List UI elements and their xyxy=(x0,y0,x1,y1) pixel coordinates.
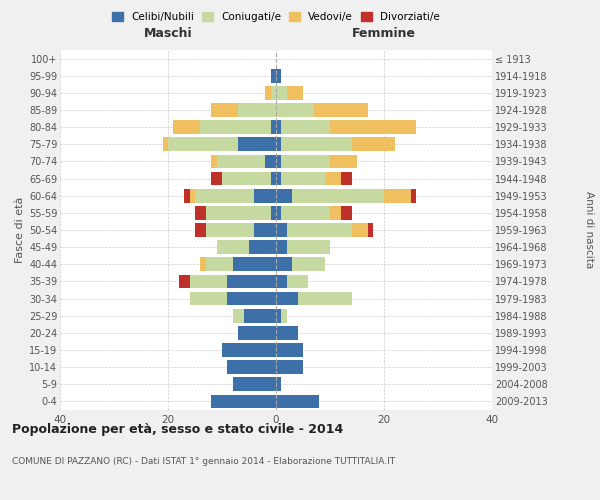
Bar xyxy=(411,189,416,202)
Bar xyxy=(227,292,276,306)
Bar xyxy=(276,360,303,374)
Bar xyxy=(271,69,276,82)
Bar xyxy=(281,120,330,134)
Bar xyxy=(276,258,292,271)
Bar xyxy=(276,86,287,100)
Bar xyxy=(254,223,276,237)
Bar xyxy=(276,206,281,220)
Bar xyxy=(281,172,325,185)
Bar xyxy=(352,138,395,151)
Bar xyxy=(330,154,357,168)
Bar xyxy=(287,223,352,237)
Bar xyxy=(265,86,271,100)
Bar xyxy=(217,154,265,168)
Bar xyxy=(271,86,276,100)
Bar xyxy=(206,206,271,220)
Bar xyxy=(168,138,238,151)
Bar xyxy=(249,240,276,254)
Bar xyxy=(195,223,206,237)
Bar xyxy=(276,274,287,288)
Bar xyxy=(222,343,276,357)
Bar xyxy=(276,138,281,151)
Bar xyxy=(298,292,352,306)
Bar xyxy=(222,172,271,185)
Bar xyxy=(287,240,330,254)
Bar xyxy=(190,274,227,288)
Bar xyxy=(227,274,276,288)
Bar xyxy=(384,189,411,202)
Bar xyxy=(276,172,281,185)
Bar xyxy=(206,258,233,271)
Bar xyxy=(325,172,341,185)
Bar xyxy=(276,120,281,134)
Bar xyxy=(276,103,314,117)
Bar xyxy=(254,189,276,202)
Bar xyxy=(227,360,276,374)
Bar xyxy=(211,172,222,185)
Text: COMUNE DI PAZZANO (RC) - Dati ISTAT 1° gennaio 2014 - Elaborazione TUTTITALIA.IT: COMUNE DI PAZZANO (RC) - Dati ISTAT 1° g… xyxy=(12,458,395,466)
Bar xyxy=(276,378,281,391)
Bar xyxy=(271,206,276,220)
Bar xyxy=(173,120,200,134)
Bar xyxy=(211,103,238,117)
Bar xyxy=(233,258,276,271)
Bar xyxy=(276,223,287,237)
Bar xyxy=(368,223,373,237)
Bar xyxy=(271,172,276,185)
Bar xyxy=(200,120,271,134)
Bar xyxy=(281,154,330,168)
Bar xyxy=(292,189,384,202)
Bar xyxy=(281,309,287,322)
Bar xyxy=(276,343,303,357)
Y-axis label: Fasce di età: Fasce di età xyxy=(14,197,25,263)
Bar xyxy=(271,120,276,134)
Bar xyxy=(238,138,276,151)
Bar xyxy=(276,326,298,340)
Bar xyxy=(238,326,276,340)
Bar xyxy=(276,292,298,306)
Bar xyxy=(244,309,276,322)
Bar xyxy=(287,86,303,100)
Bar xyxy=(211,394,276,408)
Bar xyxy=(341,206,352,220)
Bar xyxy=(276,240,287,254)
Bar xyxy=(163,138,168,151)
Bar xyxy=(190,189,195,202)
Bar xyxy=(276,189,292,202)
Bar xyxy=(276,309,281,322)
Bar xyxy=(276,154,281,168)
Bar xyxy=(233,309,244,322)
Bar xyxy=(265,154,276,168)
Bar xyxy=(200,258,206,271)
Bar xyxy=(206,223,254,237)
Bar xyxy=(341,172,352,185)
Bar xyxy=(330,206,341,220)
Bar xyxy=(330,120,416,134)
Bar xyxy=(276,394,319,408)
Bar xyxy=(276,69,281,82)
Bar xyxy=(195,206,206,220)
Bar xyxy=(184,189,190,202)
Bar xyxy=(179,274,190,288)
Bar xyxy=(190,292,227,306)
Bar xyxy=(195,189,254,202)
Text: Popolazione per età, sesso e stato civile - 2014: Popolazione per età, sesso e stato civil… xyxy=(12,422,343,436)
Legend: Celibi/Nubili, Coniugati/e, Vedovi/e, Divorziati/e: Celibi/Nubili, Coniugati/e, Vedovi/e, Di… xyxy=(110,10,442,24)
Bar xyxy=(292,258,325,271)
Bar xyxy=(217,240,249,254)
Bar xyxy=(238,103,276,117)
Bar xyxy=(352,223,368,237)
Bar xyxy=(281,206,330,220)
Bar xyxy=(233,378,276,391)
Bar xyxy=(211,154,217,168)
Text: Anni di nascita: Anni di nascita xyxy=(584,192,594,268)
Text: Maschi: Maschi xyxy=(143,26,193,40)
Text: Femmine: Femmine xyxy=(352,26,416,40)
Bar xyxy=(281,138,352,151)
Bar xyxy=(314,103,368,117)
Bar xyxy=(287,274,308,288)
